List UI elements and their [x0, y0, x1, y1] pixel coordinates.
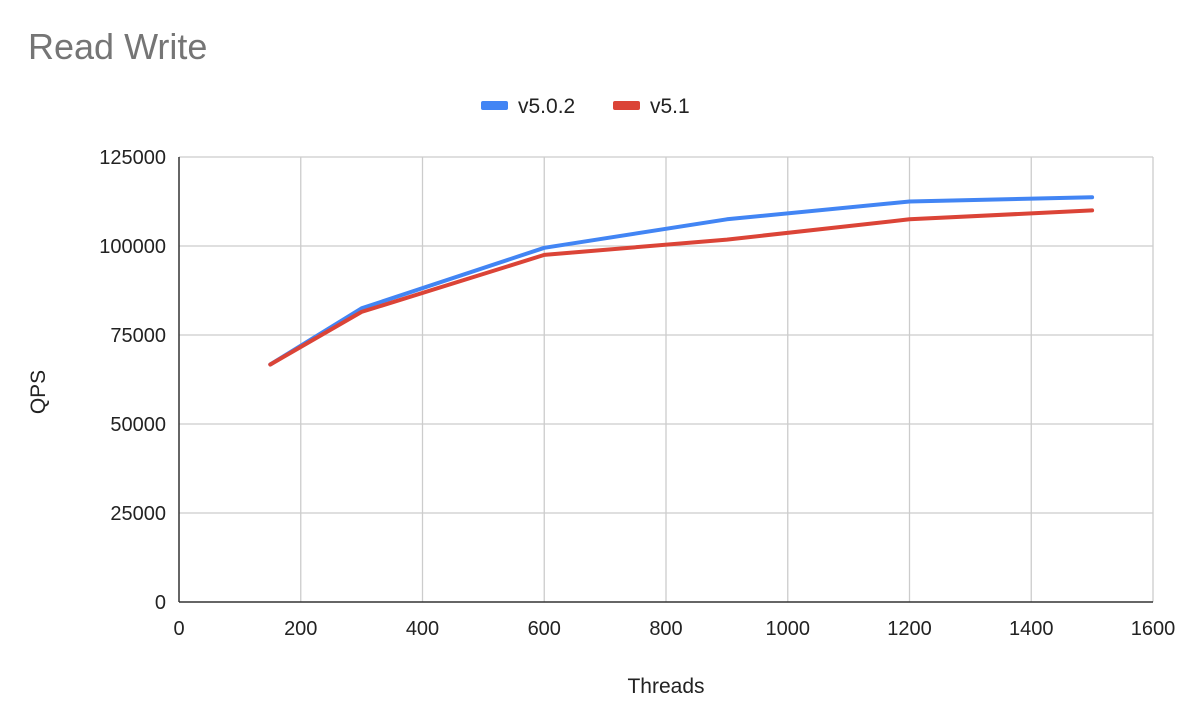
- x-tick-label: 1400: [1009, 618, 1054, 640]
- y-tick-label: 125000: [99, 147, 166, 169]
- legend-label: v5.1: [650, 95, 690, 118]
- legend: v5.0.2 v5.1: [481, 95, 690, 118]
- x-tick-label: 1000: [766, 618, 811, 640]
- x-tick-label: 200: [284, 618, 317, 640]
- grid-lines: [179, 156, 1154, 602]
- x-tick-label: 600: [528, 618, 561, 640]
- x-tick-label: 400: [406, 618, 439, 640]
- x-tick-label: 1200: [887, 618, 932, 640]
- x-tick-label: 800: [649, 618, 682, 640]
- legend-swatch-v5.0.2: [481, 101, 508, 110]
- chart-title: Read Write: [28, 26, 208, 67]
- x-tick-label: 0: [173, 618, 184, 640]
- y-tick-label: 25000: [110, 503, 166, 525]
- legend-label: v5.0.2: [518, 95, 575, 118]
- axes: 0 200 400 600 800 1000 1200 1400 1600 0 25000 50000…: [99, 147, 1175, 640]
- y-tick-label: 75000: [110, 325, 166, 347]
- series-line-v5.0.2: [268, 195, 1095, 367]
- y-axis-title: QPS: [27, 370, 50, 414]
- y-tick-label: 50000: [110, 414, 166, 436]
- series-line-v5.1: [268, 208, 1095, 367]
- x-tick-label: 1600: [1131, 618, 1176, 640]
- legend-swatch-v5.1: [613, 101, 640, 110]
- series-layer: [268, 195, 1095, 367]
- x-axis-title: Threads: [627, 675, 704, 698]
- y-tick-label: 0: [155, 592, 166, 614]
- y-tick-label: 100000: [99, 236, 166, 258]
